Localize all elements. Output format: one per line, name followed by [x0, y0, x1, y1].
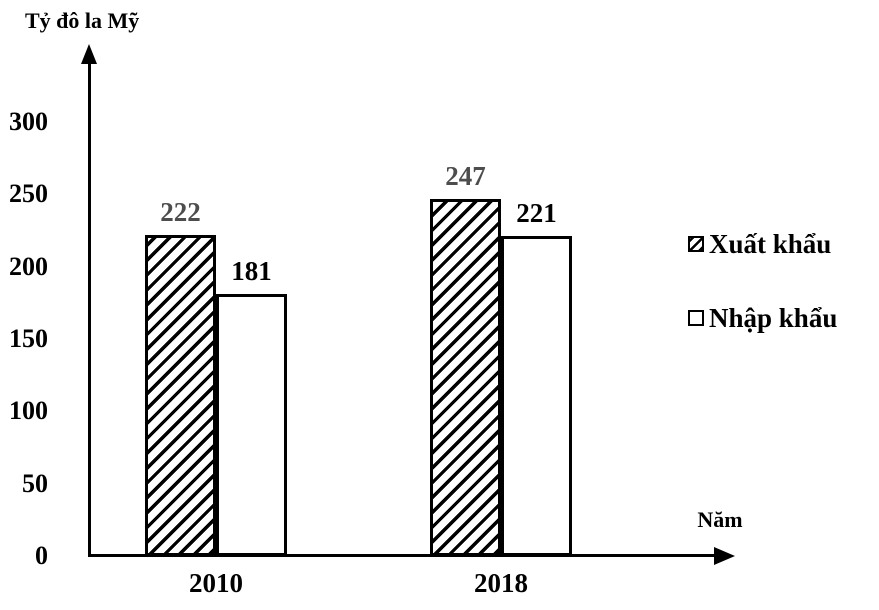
y-tick-label: 200: [9, 251, 48, 281]
legend-item-export: Xuất khẩu: [688, 227, 831, 261]
legend-item-import: Nhập khẩu: [688, 301, 837, 335]
bar-export-2018: [430, 199, 501, 556]
y-axis-line: [88, 60, 91, 556]
legend-label-import: Nhập khẩu: [709, 303, 838, 333]
y-tick-label: 50: [22, 468, 48, 498]
y-tick-label: 300: [9, 106, 48, 136]
y-tick-label: 250: [9, 179, 48, 209]
y-axis-arrow-up-icon: [81, 44, 97, 64]
bar-value-label: 221: [516, 198, 557, 228]
bar-import-2018: [501, 236, 572, 556]
x-axis-arrow-right-icon: [714, 547, 735, 565]
legend-hatched-swatch-icon: [688, 236, 704, 252]
x-axis-line: [88, 554, 718, 557]
bar-value-label: 222: [160, 197, 201, 227]
bar-value-label: 247: [445, 161, 486, 191]
x-category-label: 2018: [474, 568, 528, 598]
y-tick-label: 150: [9, 323, 48, 353]
x-category-label: 2010: [189, 568, 243, 598]
y-tick-label: 0: [35, 541, 48, 570]
y-axis-title: Tỷ đô la Mỹ: [25, 8, 140, 33]
bar-import-2010: [216, 294, 287, 556]
bar-value-label: 181: [231, 256, 272, 286]
bar-export-2010: [145, 235, 216, 556]
legend-plain-swatch-icon: [688, 310, 704, 326]
x-axis-title: Năm: [697, 507, 743, 532]
legend-label-export: Xuất khẩu: [709, 229, 832, 259]
y-tick-label: 100: [9, 396, 48, 426]
